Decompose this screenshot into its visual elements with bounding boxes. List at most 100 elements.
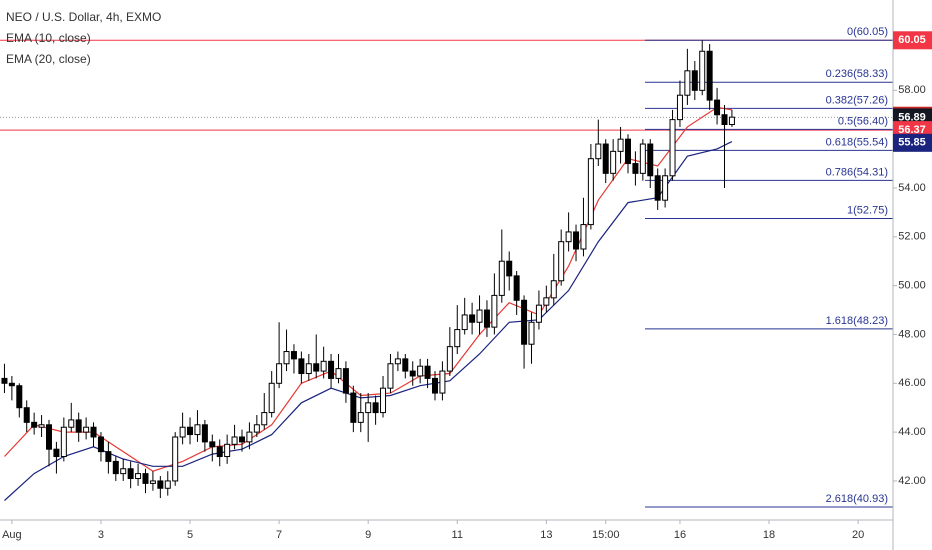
- y-tick-label: 52.00: [898, 231, 926, 243]
- candle-body: [112, 460, 119, 475]
- candle-body: [639, 143, 646, 174]
- price-tag-label: 60.05: [898, 34, 926, 46]
- candle-body: [669, 119, 676, 177]
- candle-body: [149, 480, 156, 484]
- candle-body: [506, 260, 513, 277]
- candle-body: [60, 426, 67, 458]
- candle-body: [380, 387, 387, 414]
- price-tag: [893, 31, 932, 50]
- y-tick-label: 54.00: [898, 182, 926, 194]
- candle-body: [424, 365, 431, 379]
- candle-body: [357, 412, 364, 423]
- legend-entry: EMA (20, close): [6, 52, 91, 66]
- candle-body: [676, 94, 683, 121]
- x-tick-label: 5: [187, 529, 193, 541]
- candle-body: [654, 175, 661, 201]
- fib-label: 0.5(56.40): [838, 115, 888, 127]
- fib-label: 0.382(57.26): [826, 94, 888, 106]
- y-tick-label: 58.00: [898, 84, 926, 96]
- price-tag-label: 56.37: [898, 124, 926, 136]
- candle-body: [179, 426, 186, 438]
- price-tag: [893, 133, 932, 152]
- candle-body: [573, 231, 580, 250]
- candle-body: [157, 480, 164, 489]
- candle-body: [335, 368, 342, 379]
- x-tick-label: 13: [540, 529, 552, 541]
- candle-body: [283, 351, 290, 365]
- candle-body: [164, 480, 171, 489]
- candle-body: [142, 473, 149, 484]
- candle-body: [387, 363, 394, 389]
- candle-body: [38, 424, 45, 428]
- candle-body: [662, 175, 669, 201]
- candle-body: [684, 70, 691, 96]
- candle-body: [253, 424, 260, 433]
- candle-body: [565, 231, 572, 243]
- candle-body: [224, 443, 231, 458]
- candle-body: [491, 294, 498, 328]
- candle-body: [342, 368, 349, 394]
- x-tick-label: 3: [98, 529, 104, 541]
- candle-body: [521, 299, 528, 345]
- candle-body: [513, 275, 520, 301]
- candle-body: [417, 365, 424, 377]
- candle-body: [409, 370, 416, 377]
- chart-title: NEO / U.S. Dollar, 4h, EXMO: [6, 10, 161, 24]
- candle-body: [550, 280, 557, 299]
- candle-body: [90, 426, 97, 438]
- price-tag-label: 55.85: [898, 137, 926, 149]
- price-tag-label: 56.89: [898, 111, 926, 123]
- candle-body: [699, 50, 706, 91]
- candle-body: [624, 138, 631, 165]
- candle-body: [16, 385, 23, 409]
- fib-label: 0(60.05): [847, 26, 888, 38]
- candle-body: [476, 309, 483, 323]
- fib-label: 0.618(55.54): [826, 136, 888, 148]
- x-tick-label: 18: [763, 529, 775, 541]
- candle-body: [305, 363, 312, 375]
- x-tick-label: 11: [452, 529, 463, 541]
- candle-body: [461, 314, 468, 331]
- candle-body: [469, 314, 476, 323]
- y-tick-label: 48.00: [898, 328, 926, 340]
- legend-entry: EMA (10, close): [6, 31, 91, 45]
- candle-body: [728, 116, 735, 126]
- candle-body: [313, 363, 320, 372]
- candle-body: [23, 407, 30, 423]
- candle-body: [580, 224, 587, 250]
- x-tick-label: 9: [365, 529, 371, 541]
- y-tick-label: 46.00: [898, 377, 926, 389]
- candle-body: [127, 468, 134, 479]
- candle-body: [75, 419, 82, 433]
- candle-body: [706, 50, 713, 101]
- fib-label: 0.786(54.31): [826, 166, 888, 178]
- candle-body: [721, 114, 728, 126]
- x-tick-label: 15:00: [592, 529, 620, 541]
- candle-body: [268, 382, 275, 414]
- fib-label: 2.618(40.93): [826, 493, 888, 505]
- candle-body: [120, 468, 127, 475]
- candle-body: [298, 358, 305, 375]
- candle-body: [528, 321, 535, 345]
- candle-body: [1, 377, 8, 384]
- candle-body: [446, 346, 453, 372]
- candle-body: [83, 426, 90, 433]
- candle-body: [498, 260, 505, 296]
- candle-body: [595, 143, 602, 160]
- candle-body: [194, 424, 201, 436]
- x-tick-label: 7: [276, 529, 282, 541]
- candle-body: [231, 436, 238, 445]
- candle-body: [365, 402, 372, 414]
- candle-body: [617, 138, 624, 152]
- y-tick-label: 50.00: [898, 280, 926, 292]
- fib-label: 0.236(58.33): [826, 68, 888, 80]
- candle-body: [53, 448, 60, 458]
- x-tick-label: 20: [852, 529, 864, 541]
- candle-body: [350, 392, 357, 423]
- candle-body: [238, 436, 245, 443]
- candle-body: [558, 241, 565, 282]
- candle-body: [290, 351, 297, 360]
- candle-body: [483, 309, 490, 328]
- y-tick-label: 42.00: [898, 475, 926, 487]
